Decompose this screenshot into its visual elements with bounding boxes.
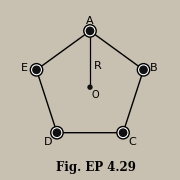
Circle shape xyxy=(51,127,63,139)
Text: B: B xyxy=(150,63,158,73)
Circle shape xyxy=(53,129,61,136)
Circle shape xyxy=(117,127,129,139)
Circle shape xyxy=(33,66,40,73)
Text: E: E xyxy=(21,63,28,73)
Text: D: D xyxy=(44,137,52,147)
Circle shape xyxy=(88,85,92,89)
Circle shape xyxy=(30,64,43,76)
Text: C: C xyxy=(128,137,136,147)
Text: A: A xyxy=(86,16,94,26)
Circle shape xyxy=(86,27,94,35)
Text: O: O xyxy=(91,89,99,100)
Circle shape xyxy=(119,129,127,136)
Circle shape xyxy=(84,25,96,37)
Text: R: R xyxy=(94,61,102,71)
Text: Fig. EP 4.29: Fig. EP 4.29 xyxy=(56,161,136,174)
Circle shape xyxy=(140,66,147,73)
Circle shape xyxy=(137,64,150,76)
